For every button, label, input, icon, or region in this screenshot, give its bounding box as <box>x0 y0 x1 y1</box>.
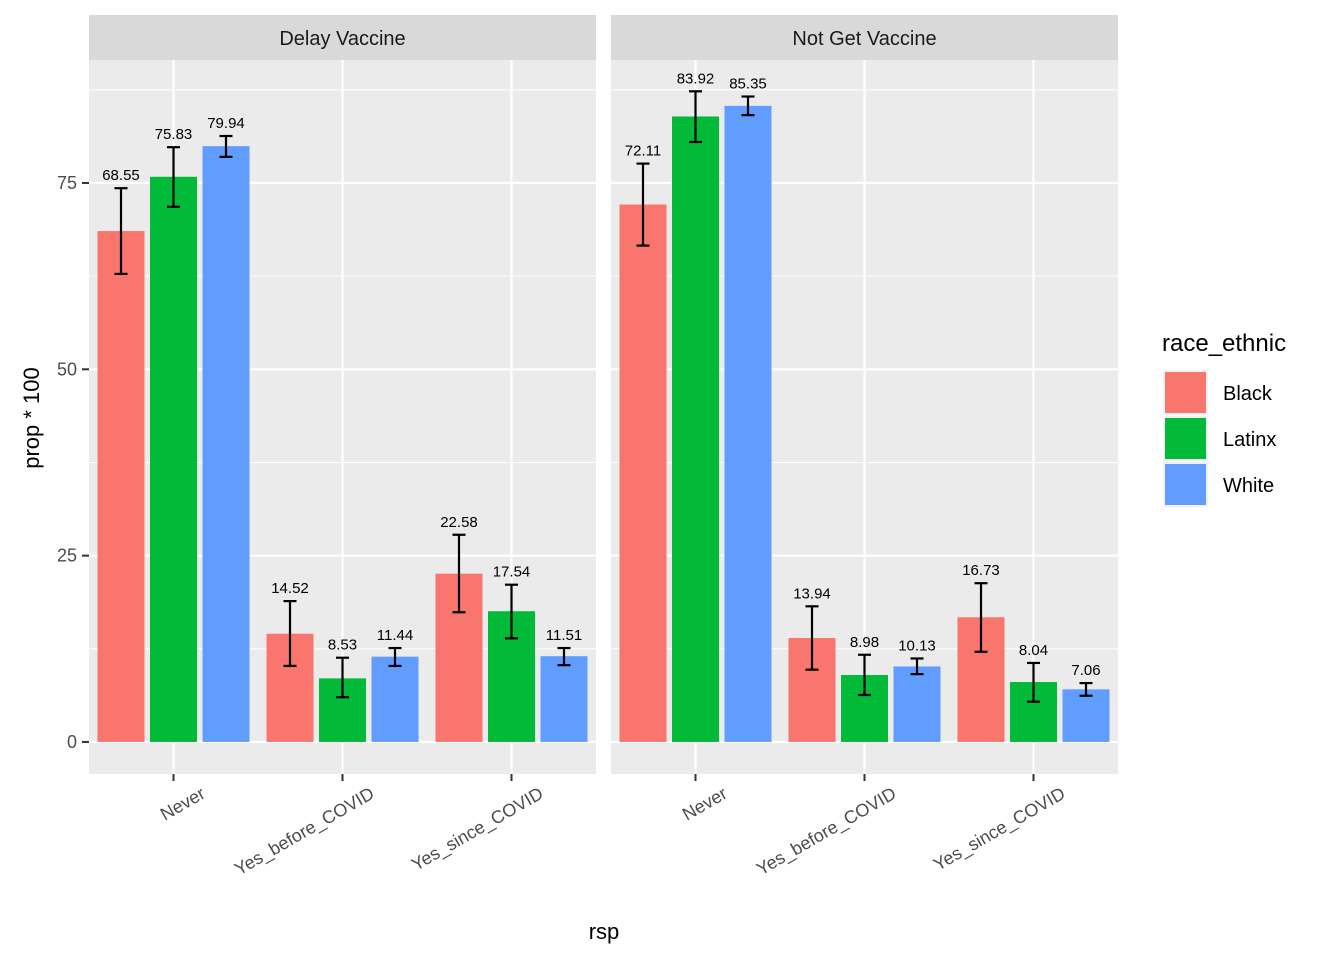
error-bar <box>557 646 571 667</box>
data-label: 17.54 <box>493 564 531 581</box>
y-tick-label: 25 <box>57 546 77 566</box>
data-label: 8.04 <box>1019 642 1048 659</box>
x-tick-label: Yes_since_COVID <box>408 783 547 875</box>
error-bar <box>452 533 466 614</box>
facet-title: Delay Vaccine <box>279 28 405 50</box>
error-bar <box>636 162 650 247</box>
data-label: 85.35 <box>729 76 767 93</box>
data-label: 13.94 <box>793 585 831 602</box>
facet-title: Not Get Vaccine <box>792 28 936 50</box>
data-label: 68.55 <box>102 167 140 184</box>
legend-label: White <box>1223 475 1274 497</box>
facet-strip <box>611 15 1118 60</box>
legend-title: race_ethnic <box>1162 330 1286 357</box>
legend-label: Latinx <box>1223 429 1276 451</box>
legend-key-latinx <box>1165 418 1206 459</box>
error-bar <box>1079 681 1093 697</box>
x-tick-label: Never <box>679 783 731 824</box>
bar-latinx <box>672 116 719 742</box>
data-label: 7.06 <box>1071 662 1100 679</box>
y-axis-title: prop * 100 <box>19 367 44 469</box>
bar-black <box>619 204 667 742</box>
bar-white <box>893 666 941 742</box>
bar-white <box>540 656 588 742</box>
data-label: 83.92 <box>677 70 715 87</box>
bar-black <box>97 231 145 742</box>
y-tick-label: 0 <box>67 732 77 752</box>
error-bar <box>741 95 755 117</box>
legend-key-black <box>1165 372 1206 413</box>
y-tick-label: 50 <box>57 359 77 379</box>
data-label: 8.53 <box>328 637 357 654</box>
data-label: 8.98 <box>850 634 879 651</box>
legend: race_ethnic Black Latinx White <box>1162 330 1286 507</box>
data-label: 10.13 <box>898 637 936 654</box>
facet-panel: Delay Vaccine 68.55 14.52 22.58 75.83 8.53 17.… <box>57 15 596 880</box>
data-label: 14.52 <box>271 580 309 597</box>
error-bar <box>219 134 233 158</box>
legend-label: Black <box>1223 383 1273 405</box>
bar-white <box>202 146 250 742</box>
error-bar <box>974 582 988 653</box>
y-tick-label: 75 <box>57 173 77 193</box>
facet-panel: Not Get Vaccine 72.11 13.94 16.73 83.92 8.98 8… <box>611 15 1118 880</box>
bar-latinx <box>150 176 197 742</box>
data-label: 11.44 <box>377 627 413 644</box>
x-tick-label: Never <box>157 783 209 824</box>
x-axis-title: rsp <box>589 919 620 944</box>
bar-white <box>724 105 772 742</box>
legend-key-white <box>1165 464 1206 505</box>
x-tick-label: Yes_before_COVID <box>753 783 900 880</box>
error-bar <box>283 599 297 668</box>
data-label: 79.94 <box>207 115 245 132</box>
data-label: 11.51 <box>546 627 582 644</box>
x-tick-label: Yes_since_COVID <box>930 783 1069 875</box>
facet-strip <box>89 15 596 60</box>
data-label: 22.58 <box>440 514 478 531</box>
error-bar <box>167 146 180 208</box>
data-label: 16.73 <box>962 562 1000 579</box>
error-bar <box>336 656 349 699</box>
facet-panels: Delay Vaccine 68.55 14.52 22.58 75.83 8.53 17.… <box>57 15 1118 880</box>
data-label: 75.83 <box>155 126 193 143</box>
error-bar <box>689 90 702 144</box>
error-bar <box>910 657 924 676</box>
error-bar <box>805 605 819 671</box>
error-bar <box>1027 661 1040 703</box>
data-label: 72.11 <box>625 143 661 160</box>
error-bar <box>505 583 518 640</box>
error-bar <box>114 187 128 276</box>
bar-white <box>1062 689 1110 742</box>
x-tick-label: Yes_before_COVID <box>231 783 378 880</box>
error-bar <box>858 653 871 697</box>
bar-white <box>371 656 419 742</box>
error-bar <box>388 646 402 668</box>
